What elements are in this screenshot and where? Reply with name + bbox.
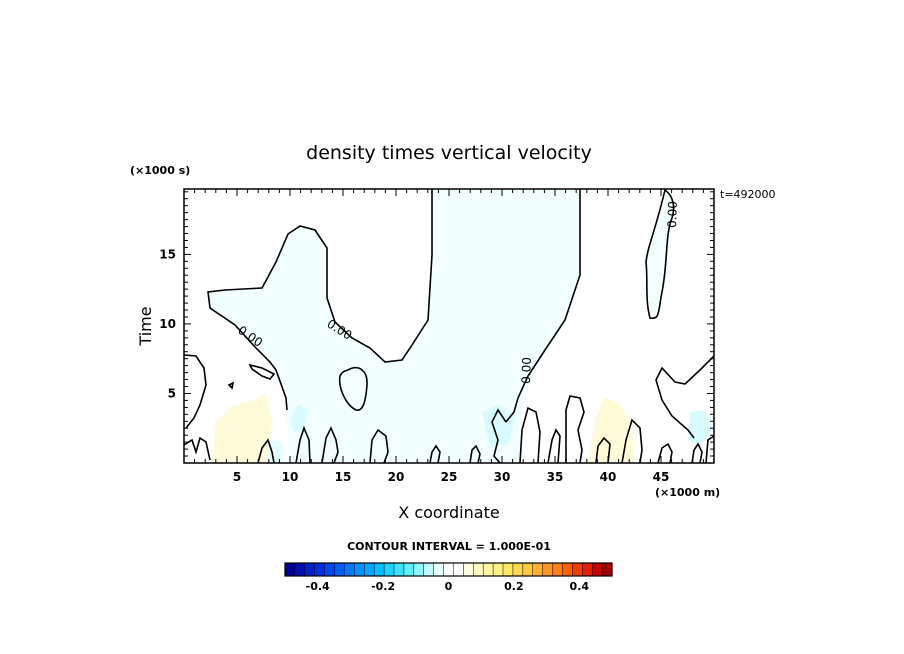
contour-bottom-6: [429, 444, 441, 463]
colorbar-swatch: [354, 562, 365, 577]
x-tick-label: 5: [233, 470, 241, 484]
colorbar-swatch: [601, 562, 613, 577]
colorbar-swatch: [383, 562, 395, 577]
colorbar-swatch: [433, 562, 445, 577]
contour-bottom-9: [519, 406, 541, 463]
colorbar-swatch: [542, 562, 554, 577]
contour-big-left: [207, 189, 433, 411]
colorbar-swatch: [373, 562, 385, 577]
colorbar-swatch: [482, 562, 494, 577]
colorbar-swatch: [453, 562, 464, 577]
colorbar-swatch: [492, 562, 504, 577]
y-tick-labels: 5 10 15: [159, 247, 176, 400]
y-tick-label: 5: [168, 387, 176, 401]
colorbar-swatch: [324, 562, 336, 577]
colorbar-swatch: [344, 562, 355, 577]
x-tick-label: 20: [388, 470, 405, 484]
colorbar-swatch: [552, 562, 564, 577]
x-unit-label: (×1000 m): [655, 486, 720, 499]
colorbar-swatch: [443, 562, 455, 577]
colorbar-swatch: [314, 562, 326, 577]
colorbar-swatch: [582, 562, 593, 577]
colorbar-frame: [284, 562, 613, 577]
x-tick-label: 30: [494, 470, 511, 484]
contour-bottom-8: [491, 408, 507, 463]
contour-label-3: 0.00: [519, 357, 534, 384]
x-tick-label: 40: [600, 470, 617, 484]
colorbar-tick-label: 0: [445, 580, 453, 593]
colorbar-swatch: [413, 562, 425, 577]
colorbar-tick-labels: -0.4 -0.2 0 0.2 0.4: [306, 580, 590, 593]
contour-big-right: [505, 189, 581, 423]
contour-bottom-5: [369, 428, 389, 463]
y-tick-label: 10: [159, 317, 176, 331]
y-unit-label: (×1000 s): [130, 164, 190, 177]
contour-bottom-15: [691, 442, 703, 463]
negative-patch-1: [290, 404, 308, 432]
zero-contours: [184, 189, 714, 463]
colorbar-swatch: [562, 562, 573, 577]
colorbar-swatch: [473, 562, 484, 577]
colorbar-swatch: [284, 562, 296, 577]
x-axis-label: X coordinate: [398, 503, 499, 522]
contour-bottom-4: [321, 426, 339, 463]
contour-right-edge: [655, 355, 714, 439]
contour-bottom-1: [184, 436, 211, 461]
colorbar: [284, 562, 613, 577]
colorbar-swatch: [403, 562, 415, 577]
time-stamp: t=492000: [720, 188, 776, 201]
field-shading: [208, 189, 712, 463]
colorbar-swatch: [393, 562, 405, 577]
contour-interval-text: CONTOUR INTERVAL = 1.000E-01: [347, 540, 551, 553]
colorbar-tick-label: -0.4: [306, 580, 330, 593]
contour-bottom-12: [595, 436, 611, 463]
contour-bottom-16: [705, 435, 714, 463]
colorbar-swatch: [423, 562, 435, 577]
contour-bottom-2: [257, 438, 275, 463]
colorbar-swatch: [512, 562, 524, 577]
colorbar-swatch: [532, 562, 544, 577]
contour-bottom-11: [565, 395, 585, 463]
colorbar-swatch: [502, 562, 514, 577]
colorbar-swatch: [304, 562, 316, 577]
colorbar-swatch: [463, 562, 474, 577]
colorbar-swatch: [591, 562, 603, 577]
contour-bottom-7: [469, 444, 481, 463]
contour-label-4: 0.00: [665, 201, 680, 228]
positive-patch-right: [588, 397, 634, 463]
contour-bottom-13: [621, 418, 643, 463]
x-tick-label: 10: [282, 470, 299, 484]
contour-closed-small: [338, 366, 368, 411]
x-tick-label: 45: [653, 470, 670, 484]
contour-bottom-3: [295, 425, 311, 463]
colorbar-swatch: [522, 562, 534, 577]
near-zero-region: [208, 189, 580, 463]
negative-patch-2: [482, 404, 515, 446]
colorbar-swatch: [294, 562, 306, 577]
colorbar-swatch: [572, 562, 583, 577]
y-axis-label: Time: [136, 306, 155, 346]
contour-bottom-14: [657, 442, 673, 463]
colorbar-swatch: [334, 562, 346, 577]
contour-right-loop: [645, 189, 675, 320]
contour-bottom-10: [547, 428, 561, 463]
colorbar-tick-label: -0.2: [371, 580, 395, 593]
x-tick-labels: 5 10 15 20 25 30 35 40 45: [233, 470, 670, 484]
contour-left-loop: [248, 363, 276, 380]
contour-left-edge: [184, 354, 207, 429]
colorbar-tick-label: 0.2: [504, 580, 524, 593]
y-tick-label: 15: [159, 247, 176, 261]
axis-ticks: [183, 189, 715, 463]
colorbar-swatch: [364, 562, 375, 577]
near-zero-region-right: [645, 190, 675, 318]
contour-dot: [227, 381, 235, 390]
x-tick-label: 35: [547, 470, 564, 484]
chart-title: density times vertical velocity: [306, 142, 592, 164]
x-tick-label: 25: [441, 470, 458, 484]
colorbar-tick-label: 0.4: [570, 580, 590, 593]
x-tick-label: 15: [335, 470, 352, 484]
positive-patch-left: [212, 394, 272, 463]
